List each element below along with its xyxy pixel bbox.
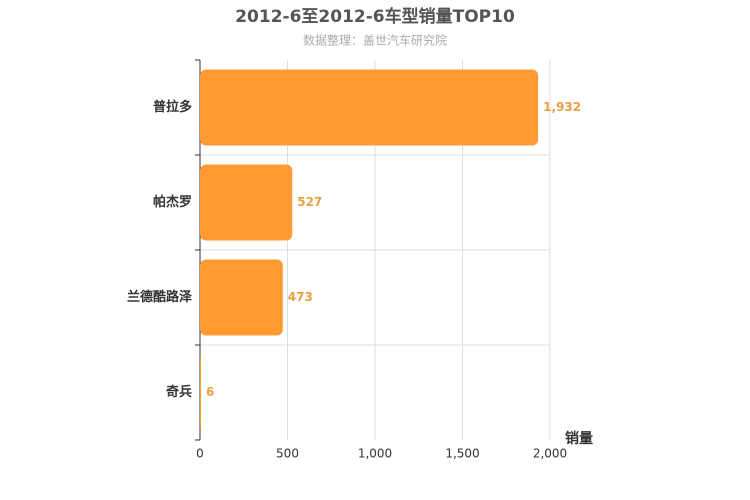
x-tick-label: 1,000	[358, 447, 392, 461]
data-label: 1,932	[543, 100, 581, 114]
x-tick-label: 500	[276, 447, 299, 461]
bar	[200, 259, 283, 336]
x-axis-label: 销量	[565, 430, 593, 447]
y-tick-label: 兰德酷路泽	[127, 289, 193, 305]
data-label: 527	[297, 195, 322, 209]
data-label: 6	[206, 385, 214, 399]
x-tick-label: 2,000	[533, 447, 567, 461]
x-tick-label: 0	[196, 447, 204, 461]
bar	[200, 354, 202, 431]
x-tick-label: 1,500	[445, 447, 479, 461]
y-tick-label: 帕杰罗	[153, 194, 192, 210]
y-tick-label: 普拉多	[153, 99, 192, 115]
bar	[200, 164, 293, 241]
chart-subtitle: 数据整理：盖世汽车研究院	[303, 33, 447, 48]
bar	[200, 69, 539, 146]
y-tick-label: 奇兵	[166, 384, 192, 400]
chart-title: 2012-6至2012-6车型销量TOP10	[235, 6, 515, 27]
data-label: 473	[288, 290, 313, 304]
